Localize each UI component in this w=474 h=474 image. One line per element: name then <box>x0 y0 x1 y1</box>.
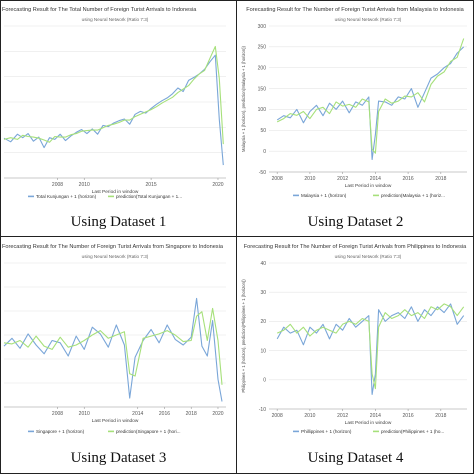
series-line-actual <box>276 46 465 161</box>
legend-label: Malaysia + 1 (horizon) <box>301 193 347 198</box>
x-tick-label: 2012 <box>337 176 348 182</box>
x-tick-label: 2008 <box>52 411 63 417</box>
y-axis-label: Malaysia + 1 (horizon), prediction(Malay… <box>241 45 246 151</box>
chart-title: Forecasting Result for The Number of For… <box>2 244 224 250</box>
legend-label: prediction(Philippines + 1 (ho... <box>381 429 444 434</box>
y-tick-label: -10 <box>259 407 266 413</box>
x-axis-label: Last Period in window <box>92 418 139 424</box>
x-axis-label: Last Period in window <box>92 189 139 195</box>
chart-1: Forecasting Result for The Total Number … <box>2 7 226 199</box>
legend-label: Singapore + 1 (horizon) <box>36 429 85 434</box>
chart-subtitle: using Neural Network (Ratio 7:3) <box>335 17 402 22</box>
panel-caption-2: Using Dataset 2 <box>307 214 404 230</box>
x-tick-label: 2008 <box>272 413 283 419</box>
x-tick-label: 2016 <box>159 411 170 417</box>
y-tick-label: 300 <box>258 24 267 30</box>
legend-label: prediction(Malaysia + 1 (horiz... <box>381 193 445 198</box>
y-tick-label: 30 <box>260 290 266 296</box>
chart-subtitle: using Neural Network (Ratio 7:3) <box>82 254 149 259</box>
legend-label: Phillippines + 1 (horizon) <box>301 429 352 434</box>
x-tick-label: 2016 <box>403 176 414 182</box>
series-line-prediction <box>3 45 224 145</box>
y-tick-label: 10 <box>260 348 266 354</box>
panel-caption-4: Using Dataset 4 <box>307 450 404 466</box>
x-tick-label: 2020 <box>212 411 223 417</box>
x-axis-label: Last Period in window <box>345 420 392 426</box>
chart-3: Forecasting Result for The Number of For… <box>2 244 226 434</box>
y-tick-label: 50 <box>260 128 266 134</box>
y-tick-label: -50 <box>259 170 266 176</box>
panel-divider-horizontal <box>0 236 474 237</box>
x-tick-label: 2014 <box>370 413 381 419</box>
y-tick-label: 0 <box>263 378 266 384</box>
y-tick-label: 0 <box>263 149 266 155</box>
series-line-prediction <box>276 38 465 154</box>
chart-panel-2: Forecasting Result for The Number of For… <box>237 0 474 237</box>
x-tick-label: 2010 <box>304 176 315 182</box>
series-line-prediction <box>276 303 465 390</box>
x-tick-label: 2015 <box>146 182 157 188</box>
x-tick-label: 2020 <box>212 182 223 188</box>
x-tick-label: 2010 <box>79 182 90 188</box>
x-tick-label: 2008 <box>52 182 63 188</box>
panel-caption-3: Using Dataset 3 <box>70 450 167 466</box>
series-line-actual <box>276 303 465 395</box>
panel-caption-1: Using Dataset 1 <box>70 214 167 230</box>
chart-title: Forecasting Result for The Number of For… <box>244 244 467 250</box>
x-tick-label: 2018 <box>435 413 446 419</box>
series-line-prediction <box>3 307 223 385</box>
y-tick-label: 40 <box>260 261 266 267</box>
y-tick-label: 20 <box>260 319 266 325</box>
chart-title: Forecasting Result for The Total Number … <box>2 7 197 13</box>
chart-2: Forecasting Result for The Number of For… <box>241 7 467 198</box>
legend-label: prediction(Singapore + 1 (hori... <box>116 429 180 434</box>
y-tick-label: 200 <box>258 66 267 72</box>
chart-title: Forecasting Result for The Number of For… <box>246 7 464 13</box>
x-tick-label: 2012 <box>337 413 348 419</box>
chart-4: Forecasting Result for The Number of For… <box>241 244 467 434</box>
x-tick-label: 2014 <box>370 176 381 182</box>
x-tick-label: 2014 <box>132 411 143 417</box>
chart-panel-3: Forecasting Result for The Number of For… <box>0 237 237 474</box>
x-tick-label: 2010 <box>79 411 90 417</box>
x-tick-label: 2018 <box>435 176 446 182</box>
panel-divider-vertical <box>236 0 237 474</box>
x-tick-label: 2008 <box>272 176 283 182</box>
legend-label: Total Kunjungan + 1 (horizon) <box>36 194 97 199</box>
x-axis-label: Last Period in window <box>345 183 392 189</box>
legend-label: prediction(Total Kunjungan + 1... <box>116 194 182 199</box>
series-line-actual <box>3 297 223 402</box>
x-tick-label: 2016 <box>403 413 414 419</box>
y-axis-label: Philippines + 1 (horizon), prediction(Ph… <box>241 279 246 393</box>
x-tick-label: 2010 <box>304 413 315 419</box>
chart-subtitle: using Neural Network (Ratio 7:3) <box>335 254 402 259</box>
series-line-actual <box>3 54 224 166</box>
y-tick-label: 100 <box>258 107 267 113</box>
chart-panel-4: Forecasting Result for The Number of For… <box>237 237 474 474</box>
chart-subtitle: using Neural Network (Ratio 7:3) <box>82 17 149 22</box>
y-tick-label: 150 <box>258 86 267 92</box>
y-tick-label: 250 <box>258 45 267 51</box>
x-tick-label: 2018 <box>186 411 197 417</box>
chart-panel-1: Forecasting Result for The Total Number … <box>0 0 237 237</box>
